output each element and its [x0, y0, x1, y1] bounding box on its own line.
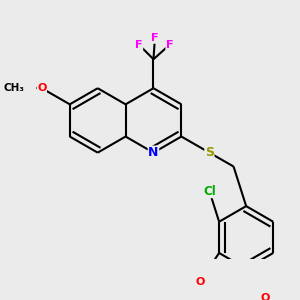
Text: F: F — [135, 40, 143, 50]
Text: F: F — [166, 40, 173, 50]
Text: CH₃: CH₃ — [4, 83, 25, 93]
Text: Cl: Cl — [203, 184, 216, 198]
Text: S: S — [205, 146, 214, 159]
Text: O: O — [195, 277, 205, 287]
Text: N: N — [148, 146, 159, 159]
Text: O: O — [37, 83, 46, 93]
Text: F: F — [151, 33, 159, 43]
Text: O: O — [261, 292, 270, 300]
